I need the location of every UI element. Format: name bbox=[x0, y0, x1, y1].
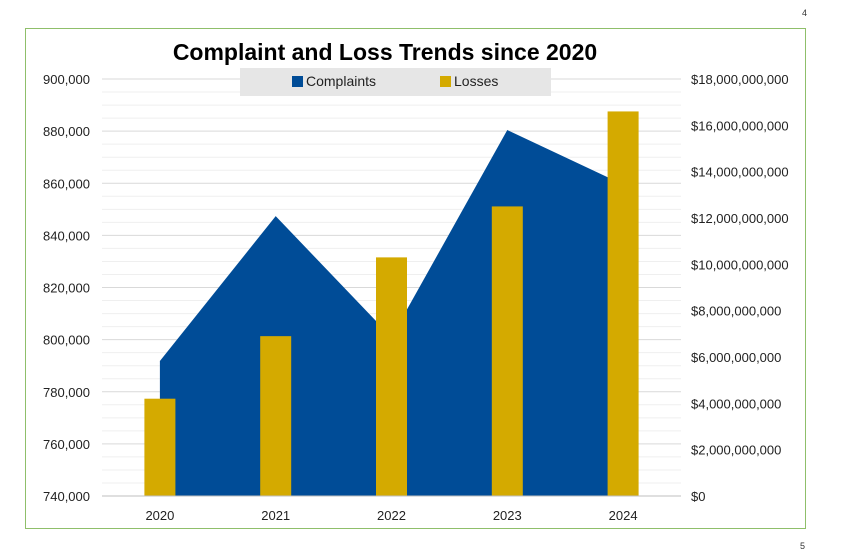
legend: Complaints Losses bbox=[240, 68, 551, 96]
page-number-bottom: 5 bbox=[799, 541, 805, 551]
losses-bar-2022 bbox=[376, 257, 407, 496]
x-tick-label-2020: 2020 bbox=[145, 508, 174, 523]
y-right-tick-label: $8,000,000,000 bbox=[691, 304, 781, 319]
legend-label-losses: Losses bbox=[454, 73, 498, 89]
legend-box bbox=[240, 68, 551, 96]
y-right-tick-label: $18,000,000,000 bbox=[691, 72, 789, 87]
losses-bar-layer bbox=[144, 111, 639, 496]
y-left-tick-label: 760,000 bbox=[43, 437, 90, 452]
y-left-tick-label: 840,000 bbox=[43, 228, 90, 243]
y-left-tick-label: 880,000 bbox=[43, 124, 90, 139]
complaint-loss-chart: Complaint and Loss Trends since 2020 740… bbox=[43, 39, 789, 523]
chart-container: Complaint and Loss Trends since 2020 740… bbox=[25, 28, 806, 529]
losses-bar-2021 bbox=[260, 336, 292, 496]
legend-label-complaints: Complaints bbox=[306, 73, 376, 89]
x-tick-label-2024: 2024 bbox=[609, 508, 638, 523]
y-right-tick-label: $6,000,000,000 bbox=[691, 350, 781, 365]
axes: 740,000 760,000 780,000 800,000 820,000 840,0… bbox=[43, 72, 789, 523]
y-right-tick-label: $0 bbox=[691, 489, 705, 504]
y-left-tick-label: 780,000 bbox=[43, 385, 90, 400]
legend-swatch-complaints bbox=[292, 76, 303, 87]
y-left-tick-label: 800,000 bbox=[43, 333, 90, 348]
y-left-tick-label: 820,000 bbox=[43, 281, 90, 296]
losses-bar-2023 bbox=[491, 206, 523, 496]
y-right-tick-label: $16,000,000,000 bbox=[691, 118, 789, 133]
chart-title: Complaint and Loss Trends since 2020 bbox=[173, 39, 597, 65]
y-right-tick-label: $4,000,000,000 bbox=[691, 396, 781, 411]
losses-bar-2024 bbox=[607, 111, 639, 496]
y-left-tick-label: 740,000 bbox=[43, 489, 90, 504]
y-right-tick-label: $2,000,000,000 bbox=[691, 443, 781, 458]
page-number-top: 4 bbox=[801, 8, 807, 18]
y-right-tick-label: $10,000,000,000 bbox=[691, 257, 789, 272]
losses-bar-2020 bbox=[144, 398, 176, 496]
x-tick-label-2021: 2021 bbox=[261, 508, 290, 523]
y-right-tick-label: $12,000,000,000 bbox=[691, 211, 789, 226]
y-right-tick-label: $14,000,000,000 bbox=[691, 165, 789, 180]
x-tick-label-2023: 2023 bbox=[493, 508, 522, 523]
legend-swatch-losses bbox=[440, 76, 451, 87]
y-left-tick-label: 900,000 bbox=[43, 72, 90, 87]
x-tick-label-2022: 2022 bbox=[377, 508, 406, 523]
y-left-tick-label: 860,000 bbox=[43, 176, 90, 191]
